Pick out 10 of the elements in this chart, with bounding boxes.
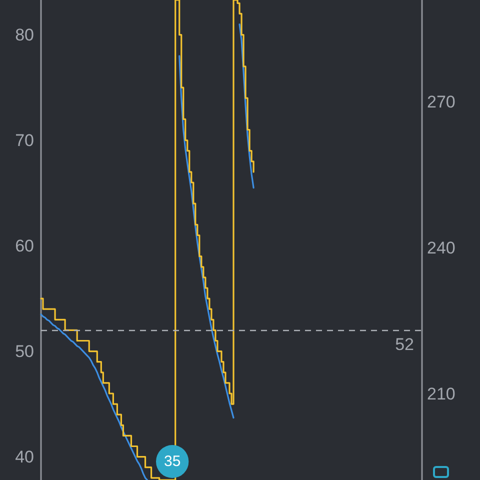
annotation: 35	[164, 453, 181, 470]
y2-tick-label: 270	[427, 92, 456, 112]
y-tick-label: 40	[15, 447, 34, 466]
y-tick-label: 80	[15, 25, 34, 44]
y2-tick-label: 240	[427, 238, 456, 258]
ref-line-label: 52	[395, 335, 414, 354]
y-tick-label: 50	[15, 342, 34, 361]
y2-tick-label: 210	[427, 384, 456, 404]
y-tick-label: 60	[15, 236, 34, 256]
y-tick-label: 70	[15, 130, 34, 150]
